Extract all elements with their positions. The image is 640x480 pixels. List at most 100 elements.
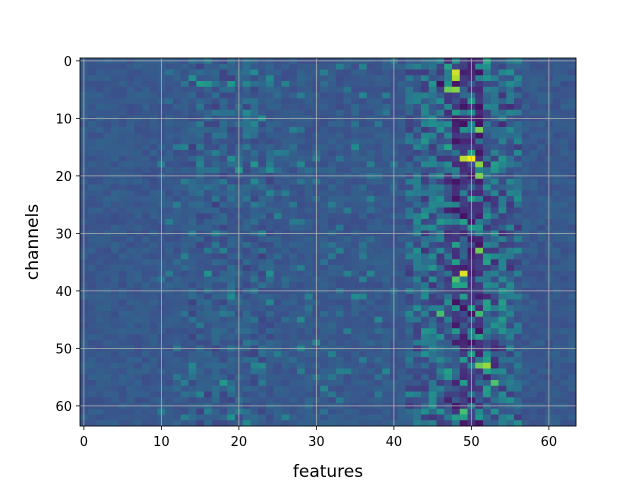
heatmap-cell	[366, 357, 375, 364]
heatmap-cell	[359, 242, 368, 249]
heatmap-cell	[87, 121, 96, 128]
heatmap-cell	[297, 247, 306, 254]
heatmap-cell	[173, 201, 182, 208]
heatmap-cell	[459, 420, 468, 427]
heatmap-cell	[258, 224, 267, 231]
heatmap-cell	[514, 311, 523, 318]
heatmap-cell	[111, 207, 120, 214]
heatmap-cell	[204, 75, 213, 82]
heatmap-cell	[211, 328, 220, 335]
heatmap-cell	[95, 167, 104, 174]
heatmap-cell	[188, 127, 197, 134]
heatmap-cell	[475, 86, 484, 93]
heatmap-cell	[118, 109, 127, 116]
heatmap-cell	[87, 339, 96, 346]
heatmap-cell	[529, 299, 538, 306]
heatmap-cell	[87, 293, 96, 300]
heatmap-cell	[134, 75, 143, 82]
heatmap-cell	[196, 121, 205, 128]
heatmap-cell	[428, 219, 437, 226]
heatmap-cell	[382, 311, 391, 318]
heatmap-cell	[537, 362, 546, 369]
heatmap-cell	[366, 362, 375, 369]
heatmap-cell	[188, 414, 197, 421]
heatmap-cell	[266, 236, 275, 243]
heatmap-cell	[258, 132, 267, 139]
heatmap-cell	[498, 104, 507, 111]
heatmap-cell	[444, 368, 453, 375]
heatmap-cell	[537, 75, 546, 82]
heatmap-cell	[273, 121, 282, 128]
heatmap-cell	[366, 236, 375, 243]
heatmap-cell	[413, 219, 422, 226]
heatmap-cell	[266, 184, 275, 191]
heatmap-cell	[359, 69, 368, 76]
heatmap-cell	[452, 69, 461, 76]
heatmap-cell	[173, 374, 182, 381]
heatmap-cell	[444, 121, 453, 128]
heatmap-cell	[142, 219, 151, 226]
heatmap-cell	[227, 242, 236, 249]
heatmap-cell	[297, 391, 306, 398]
heatmap-cell	[95, 104, 104, 111]
heatmap-cell	[490, 242, 499, 249]
heatmap-cell	[328, 351, 337, 358]
heatmap-cell	[219, 196, 228, 203]
heatmap-cell	[328, 167, 337, 174]
heatmap-cell	[250, 138, 259, 145]
heatmap-cell	[568, 282, 577, 289]
heatmap-cell	[320, 328, 329, 335]
heatmap-cell	[335, 121, 344, 128]
heatmap-cell	[506, 75, 515, 82]
heatmap-cell	[103, 109, 112, 116]
heatmap-cell	[413, 86, 422, 93]
heatmap-cell	[149, 213, 158, 220]
heatmap-cell	[490, 357, 499, 364]
heatmap-cell	[521, 190, 530, 197]
heatmap-cell	[266, 414, 275, 421]
heatmap-cell	[180, 190, 189, 197]
heatmap-cell	[552, 334, 561, 341]
heatmap-cell	[87, 242, 96, 249]
heatmap-cell	[289, 293, 298, 300]
heatmap-cell	[397, 92, 406, 99]
heatmap-cell	[142, 104, 151, 111]
heatmap-cell	[103, 127, 112, 134]
heatmap-cell	[188, 242, 197, 249]
heatmap-cell	[405, 98, 414, 105]
heatmap-cell	[506, 144, 515, 151]
heatmap-cell	[405, 253, 414, 260]
heatmap-cell	[397, 224, 406, 231]
heatmap-cell	[405, 242, 414, 249]
heatmap-cell	[250, 391, 259, 398]
heatmap-cell	[211, 247, 220, 254]
heatmap-cell	[397, 414, 406, 421]
heatmap-cell	[273, 236, 282, 243]
heatmap-cell	[297, 380, 306, 387]
heatmap-cell	[87, 374, 96, 381]
heatmap-cell	[87, 224, 96, 231]
heatmap-cell	[359, 63, 368, 70]
heatmap-cell	[521, 362, 530, 369]
heatmap-cell	[397, 178, 406, 185]
heatmap-cell	[490, 408, 499, 415]
heatmap-cell	[537, 81, 546, 88]
heatmap-cell	[328, 75, 337, 82]
heatmap-cell	[273, 316, 282, 323]
heatmap-cell	[397, 247, 406, 254]
heatmap-cell	[397, 276, 406, 283]
heatmap-cell	[428, 86, 437, 93]
heatmap-cell	[397, 305, 406, 312]
heatmap-cell	[343, 311, 352, 318]
heatmap-cell	[87, 351, 96, 358]
heatmap-cell	[211, 299, 220, 306]
heatmap-cell	[118, 420, 127, 427]
heatmap-cell	[142, 150, 151, 157]
heatmap-cell	[289, 276, 298, 283]
heatmap-cell	[196, 75, 205, 82]
heatmap-cell	[328, 184, 337, 191]
heatmap-cell	[483, 121, 492, 128]
heatmap-cell	[444, 380, 453, 387]
heatmap-cell	[405, 190, 414, 197]
heatmap-cell	[560, 414, 569, 421]
